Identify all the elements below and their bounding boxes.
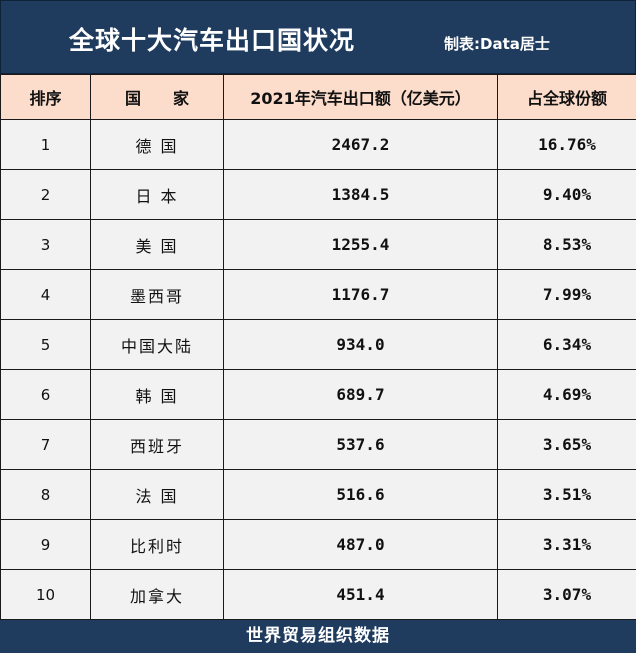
table-row: 5 中国大陆 934.0 6.34% xyxy=(0,319,636,370)
share-cell: 8.53% xyxy=(497,219,636,270)
rank-cell: 6 xyxy=(0,369,91,420)
rank-cell: 9 xyxy=(0,519,91,570)
export-value-cell: 516.6 xyxy=(223,469,498,520)
export-value-cell: 689.7 xyxy=(223,369,498,420)
column-header-global-share: 占全球份额 xyxy=(497,74,636,120)
export-value-cell: 1176.7 xyxy=(223,269,498,320)
share-cell: 16.76% xyxy=(497,119,636,170)
table-row: 10 加拿大 451.4 3.07% xyxy=(0,569,636,620)
rank-cell: 7 xyxy=(0,419,91,470)
page-title: 全球十大汽车出口国状况 xyxy=(69,26,356,55)
column-header-export-value: 2021年汽车出口额（亿美元） xyxy=(223,74,498,120)
country-cell: 法 国 xyxy=(90,469,224,520)
share-cell: 7.99% xyxy=(497,269,636,320)
export-value-cell: 1255.4 xyxy=(223,219,498,270)
table-row: 6 韩 国 689.7 4.69% xyxy=(0,369,636,420)
share-cell: 3.07% xyxy=(497,569,636,620)
rank-cell: 8 xyxy=(0,469,91,520)
table-row: 3 美 国 1255.4 8.53% xyxy=(0,219,636,270)
rank-cell: 10 xyxy=(0,569,91,620)
table-row: 9 比利时 487.0 3.31% xyxy=(0,519,636,570)
title-banner: 全球十大汽车出口国状况 制表:Data居士 xyxy=(0,0,636,74)
table-header-row: 排序 国 家 2021年汽车出口额（亿美元） 占全球份额 xyxy=(0,74,636,120)
rank-cell: 5 xyxy=(0,319,91,370)
share-cell: 6.34% xyxy=(497,319,636,370)
column-header-country: 国 家 xyxy=(90,74,224,120)
column-header-rank: 排序 xyxy=(0,74,91,120)
country-cell: 中国大陆 xyxy=(90,319,224,370)
table-row: 2 日 本 1384.5 9.40% xyxy=(0,169,636,220)
country-cell: 加拿大 xyxy=(90,569,224,620)
export-table: 排序 国 家 2021年汽车出口额（亿美元） 占全球份额 1 德 国 2467.… xyxy=(0,74,636,620)
rank-cell: 3 xyxy=(0,219,91,270)
export-value-cell: 537.6 xyxy=(223,419,498,470)
share-cell: 3.51% xyxy=(497,469,636,520)
export-value-cell: 487.0 xyxy=(223,519,498,570)
country-cell: 墨西哥 xyxy=(90,269,224,320)
table-row: 7 西班牙 537.6 3.65% xyxy=(0,419,636,470)
country-cell: 日 本 xyxy=(90,169,224,220)
rank-cell: 4 xyxy=(0,269,91,320)
country-cell: 德 国 xyxy=(90,119,224,170)
source-footer: 世界贸易组织数据 xyxy=(0,620,636,653)
table-row: 8 法 国 516.6 3.51% xyxy=(0,469,636,520)
share-cell: 4.69% xyxy=(497,369,636,420)
export-value-cell: 451.4 xyxy=(223,569,498,620)
share-cell: 9.40% xyxy=(497,169,636,220)
rank-cell: 2 xyxy=(0,169,91,220)
country-cell: 比利时 xyxy=(90,519,224,570)
share-cell: 3.31% xyxy=(497,519,636,570)
export-value-cell: 934.0 xyxy=(223,319,498,370)
rank-cell: 1 xyxy=(0,119,91,170)
country-cell: 美 国 xyxy=(90,219,224,270)
table-row: 4 墨西哥 1176.7 7.99% xyxy=(0,269,636,320)
country-cell: 韩 国 xyxy=(90,369,224,420)
export-value-cell: 2467.2 xyxy=(223,119,498,170)
export-value-cell: 1384.5 xyxy=(223,169,498,220)
credit-label: 制表:Data居士 xyxy=(444,35,550,53)
table-row: 1 德 国 2467.2 16.76% xyxy=(0,119,636,170)
share-cell: 3.65% xyxy=(497,419,636,470)
country-cell: 西班牙 xyxy=(90,419,224,470)
